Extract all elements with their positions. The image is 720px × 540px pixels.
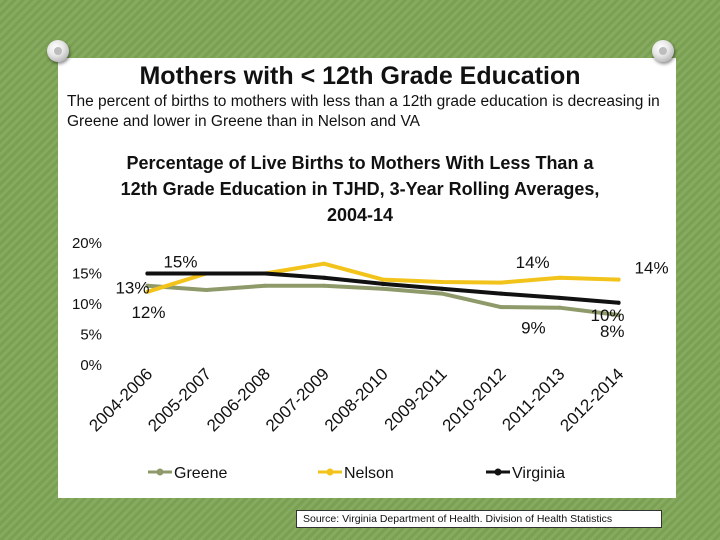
data-point-nelson	[498, 280, 503, 285]
pin-top-left-icon	[47, 40, 69, 62]
data-label: 10%	[591, 306, 625, 325]
pin-top-right-icon	[652, 40, 674, 62]
data-point-nelson	[322, 261, 327, 266]
data-point-greene	[439, 291, 444, 296]
data-point-nelson	[145, 289, 150, 294]
y-tick-label: 10%	[72, 296, 102, 313]
data-point-nelson	[557, 275, 562, 280]
y-axis: 0% 5% 10% 15% 20%	[72, 235, 102, 374]
data-point-virginia	[557, 295, 562, 300]
x-tick-label: 2010-2012	[439, 364, 510, 435]
data-point-virginia	[322, 275, 327, 280]
data-point-greene	[616, 312, 621, 317]
data-point-greene	[204, 287, 209, 292]
data-point-greene	[145, 283, 150, 288]
legend-marker-nelson	[326, 468, 334, 476]
x-tick-label: 2008-2010	[321, 364, 392, 435]
series-lines	[145, 261, 621, 317]
slide-title: Mothers with < 12th Grade Education	[139, 62, 581, 90]
data-label: 12%	[131, 303, 165, 322]
data-point-nelson	[616, 277, 621, 282]
data-point-virginia	[263, 271, 268, 276]
data-point-nelson	[439, 280, 444, 285]
data-point-greene	[557, 305, 562, 310]
legend-marker-greene	[156, 468, 164, 476]
legend-label-nelson: Nelson	[344, 465, 394, 482]
data-labels: 15% 13% 12% 14% 9% 14% 10%8%	[115, 253, 668, 341]
data-point-virginia	[381, 281, 385, 286]
legend-label-greene: Greene	[174, 465, 227, 482]
data-point-virginia	[498, 291, 503, 296]
data-label: 8%	[600, 322, 625, 341]
y-tick-label: 5%	[80, 327, 102, 344]
data-point-virginia	[439, 286, 444, 291]
data-point-nelson	[381, 277, 385, 282]
y-tick-label: 0%	[80, 357, 102, 374]
data-point-greene	[263, 283, 268, 288]
data-point-virginia	[616, 300, 621, 305]
legend-label-virginia: Virginia	[512, 465, 565, 482]
data-point-greene	[322, 283, 327, 288]
legend: Greene Nelson Virginia	[148, 465, 565, 482]
data-label: 15%	[163, 253, 197, 272]
legend-marker-virginia	[494, 468, 502, 476]
data-point-virginia	[204, 271, 209, 276]
data-label: 14%	[516, 253, 550, 272]
chart-title: Percentage of Live Births to Mothers Wit…	[120, 153, 600, 225]
data-point-greene	[498, 305, 503, 310]
data-label: 14%	[635, 259, 669, 278]
x-axis: 2004-20062005-20072006-20082007-20092008…	[85, 364, 627, 435]
data-label: 13%	[115, 279, 149, 298]
source-note: Source: Virginia Department of Health. D…	[296, 510, 662, 528]
y-tick-label: 20%	[72, 235, 102, 252]
x-tick-label: 2007-2009	[262, 364, 333, 435]
y-tick-label: 15%	[72, 266, 102, 283]
data-point-virginia	[145, 271, 150, 276]
data-point-greene	[381, 286, 385, 291]
x-tick-label: 2012-2014	[556, 364, 627, 435]
slide-subtitle: The percent of births to mothers with le…	[67, 93, 660, 130]
data-label: 9%	[521, 319, 546, 338]
